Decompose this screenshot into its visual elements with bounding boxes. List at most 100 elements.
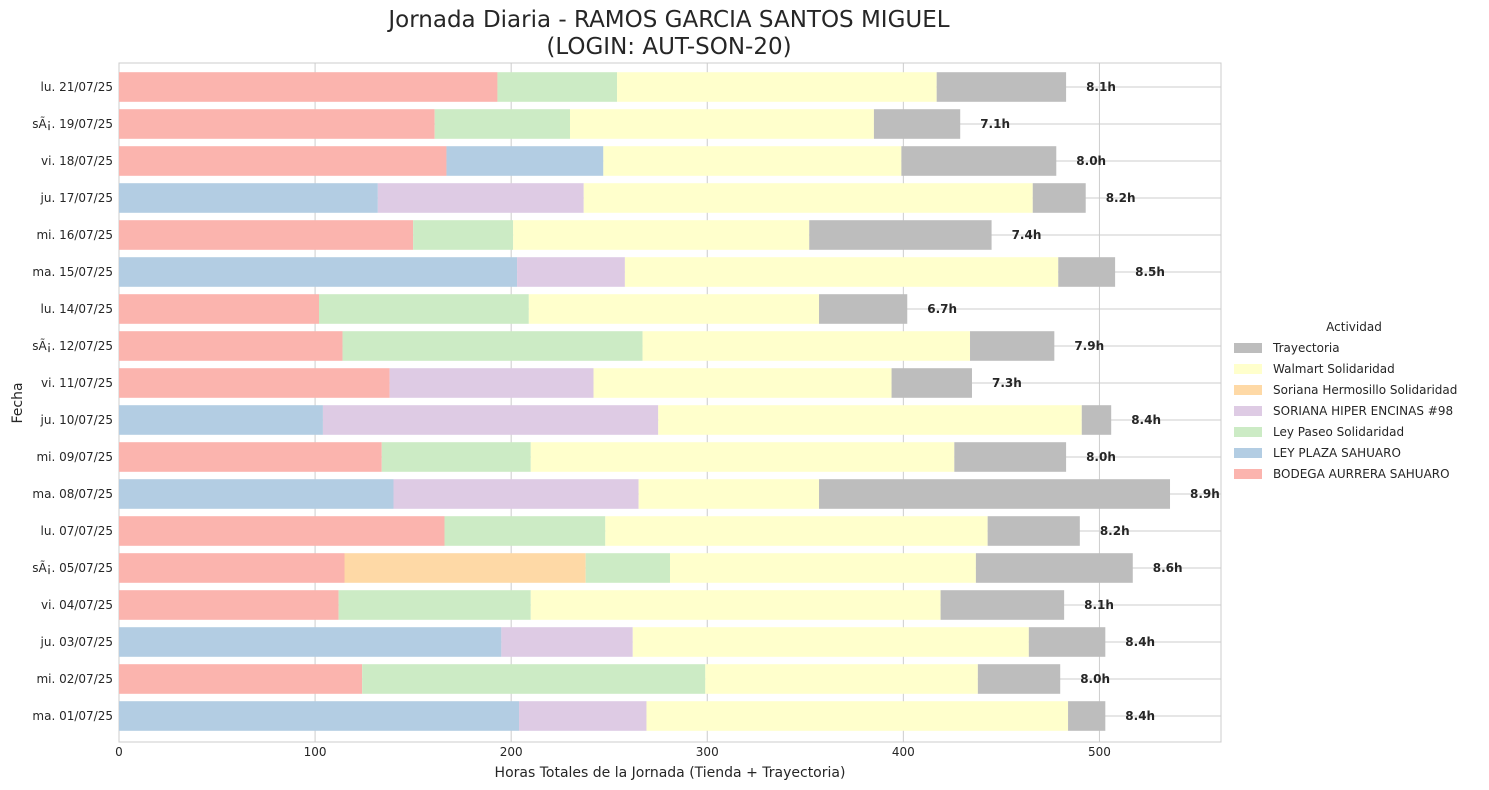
bar-segment <box>119 294 320 324</box>
bar-segment <box>119 146 447 176</box>
total-label: 6.7h <box>927 302 957 316</box>
x-tick-label: 400 <box>892 745 915 759</box>
bar-segment <box>809 220 992 250</box>
bar-segment <box>940 590 1065 620</box>
total-label: 8.9h <box>1190 487 1220 501</box>
bar-segment <box>624 257 1059 287</box>
bar-segment <box>119 701 520 731</box>
bar-segment <box>569 109 874 139</box>
y-tick-label: sÃ¡. 05/07/25 <box>32 560 113 575</box>
bar-segment <box>119 405 323 435</box>
y-tick-label: lu. 14/07/25 <box>41 302 113 316</box>
y-tick-label: lu. 21/07/25 <box>41 80 113 94</box>
total-label: 8.1h <box>1084 598 1114 612</box>
y-tick-label: sÃ¡. 19/07/25 <box>32 116 113 131</box>
bar-segment <box>705 664 978 694</box>
y-tick-labels: lu. 21/07/25 sÃ¡. 19/07/25 vi. 18/07/25 ju.… <box>32 80 113 723</box>
bar-segment <box>497 72 618 102</box>
y-tick-label: ma. 01/07/25 <box>32 709 113 723</box>
bar-segment <box>638 479 820 509</box>
bar-segment <box>1028 627 1106 657</box>
total-label: 8.0h <box>1086 450 1116 464</box>
legend-swatch <box>1234 364 1262 374</box>
x-tick-label: 100 <box>304 745 327 759</box>
y-tick-label: ju. 10/07/25 <box>40 413 113 427</box>
bar-segment <box>119 72 498 102</box>
bar-segment <box>377 183 584 213</box>
legend-swatch <box>1234 406 1262 416</box>
y-tick-label: lu. 07/07/25 <box>41 524 113 538</box>
bar-segment <box>319 294 529 324</box>
bar-segment <box>646 701 1069 731</box>
bar-segment <box>819 479 1171 509</box>
legend-label: Walmart Solidaridad <box>1273 362 1395 376</box>
bar-segment <box>975 553 1133 583</box>
bar-segment <box>987 516 1080 546</box>
bar-segment <box>936 72 1067 102</box>
chart-subtitle: (LOGIN: AUT-SON-20) <box>546 34 791 60</box>
bar-segment <box>873 109 961 139</box>
bar-segment <box>119 331 343 361</box>
bar-segment <box>519 701 647 731</box>
bar-segment <box>446 146 604 176</box>
legend-label: Trayectoria <box>1272 341 1340 355</box>
bar-segment <box>413 220 514 250</box>
legend-swatch <box>1234 385 1262 395</box>
bar-segment <box>583 183 1033 213</box>
bar-segment <box>362 664 706 694</box>
bar-segment <box>389 368 594 398</box>
bar-segment <box>1032 183 1086 213</box>
legend-label: Soriana Hermosillo Solidaridad <box>1273 383 1457 397</box>
bar-segment <box>501 627 633 657</box>
total-label: 8.5h <box>1135 265 1165 279</box>
bar-segment <box>1068 701 1106 731</box>
x-axis-label: Horas Totales de la Jornada (Tienda + Tr… <box>495 765 846 781</box>
x-tick-label: 500 <box>1088 745 1111 759</box>
legend-title: Actividad <box>1326 320 1382 334</box>
legend: Actividad Trayectoria Walmart Solidaridad… <box>1234 320 1457 481</box>
x-tick-labels: 0 100 200 300 400 500 <box>115 745 1111 759</box>
legend-swatch <box>1234 427 1262 437</box>
total-label: 8.4h <box>1125 635 1155 649</box>
bar-segment <box>444 516 606 546</box>
bar-segment <box>528 294 820 324</box>
bar-segment <box>119 442 382 472</box>
bar-segment <box>119 257 518 287</box>
bar-segment <box>434 109 570 139</box>
bar-segment <box>970 331 1055 361</box>
bar-segment <box>819 294 908 324</box>
bar-segment <box>593 368 892 398</box>
legend-label: LEY PLAZA SAHUARO <box>1273 446 1401 460</box>
y-tick-label: ju. 17/07/25 <box>40 191 113 205</box>
bar-segment <box>119 479 394 509</box>
bar-segment <box>901 146 1057 176</box>
bar-segment <box>119 627 502 657</box>
x-tick-label: 300 <box>696 745 719 759</box>
total-label: 8.0h <box>1080 672 1110 686</box>
bar-segment <box>513 220 810 250</box>
bar-segment <box>670 553 976 583</box>
total-label: 8.4h <box>1125 709 1155 723</box>
y-axis-label: Fecha <box>10 382 26 423</box>
bar-segment <box>1058 257 1116 287</box>
legend-swatch <box>1234 469 1262 479</box>
bar-segment <box>530 442 955 472</box>
total-label: 7.4h <box>1012 228 1042 242</box>
y-tick-label: sÃ¡. 12/07/25 <box>32 338 113 353</box>
bar-segment <box>617 72 937 102</box>
bar-segment <box>119 368 390 398</box>
bar-segment <box>119 183 378 213</box>
total-label: 8.1h <box>1086 80 1116 94</box>
chart-title: Jornada Diaria - RAMOS GARCIA SANTOS MIG… <box>386 7 949 33</box>
y-tick-label: ma. 08/07/25 <box>32 487 113 501</box>
bar-segment <box>642 331 971 361</box>
bar-segment <box>381 442 531 472</box>
bar-segment <box>119 664 363 694</box>
y-tick-label: vi. 18/07/25 <box>41 154 113 168</box>
legend-label: Ley Paseo Solidaridad <box>1273 425 1404 439</box>
bar-segment <box>119 109 435 139</box>
legend-label: BODEGA AURRERA SAHUARO <box>1273 467 1450 481</box>
bar-segment <box>1081 405 1112 435</box>
bar-segment <box>119 516 445 546</box>
